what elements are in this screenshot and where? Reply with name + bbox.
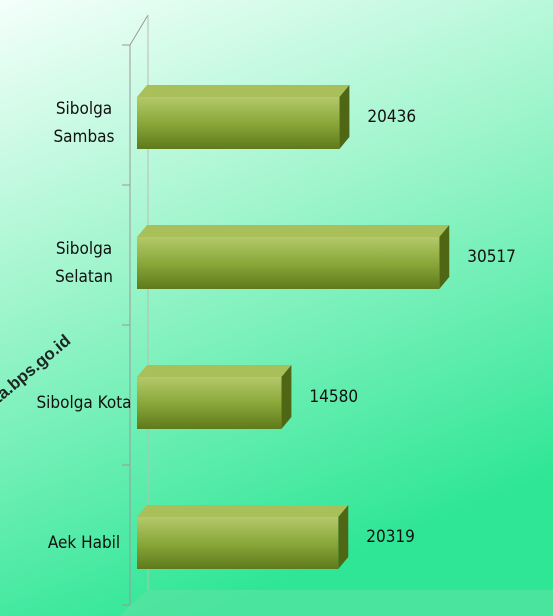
data-label: 30517 <box>467 247 516 267</box>
bar-side <box>339 85 350 149</box>
category-label: Aek Habil <box>48 533 120 553</box>
bar-top <box>137 365 292 377</box>
bar-front <box>137 377 282 429</box>
bar <box>137 505 349 569</box>
bar-side <box>281 365 292 429</box>
category-label: Sibolga Selatan <box>55 239 113 287</box>
floor <box>120 590 553 616</box>
bar-top <box>137 225 450 237</box>
bar <box>137 85 350 149</box>
bar-front <box>137 517 339 569</box>
bar-front <box>137 237 440 289</box>
bar <box>137 365 292 429</box>
axis-depth <box>129 14 149 46</box>
bar-top <box>137 505 349 517</box>
bar-side <box>439 225 450 289</box>
bar-top <box>137 85 350 97</box>
data-label: 20319 <box>366 527 415 547</box>
bar <box>137 225 450 289</box>
bar-side <box>338 505 349 569</box>
data-label: 20436 <box>367 107 416 127</box>
data-label: 14580 <box>309 387 358 407</box>
bar-front <box>137 97 340 149</box>
category-label: Sibolga Sambas <box>53 99 114 147</box>
category-label: Sibolga Kota <box>36 393 131 413</box>
